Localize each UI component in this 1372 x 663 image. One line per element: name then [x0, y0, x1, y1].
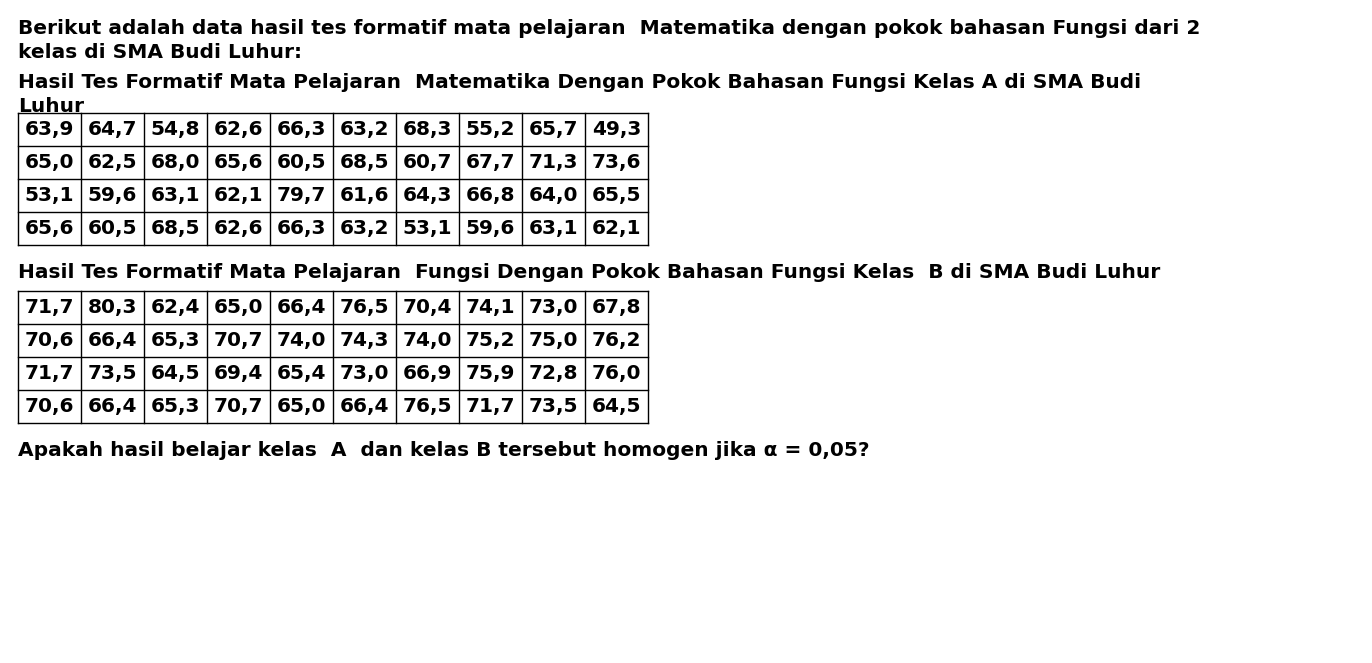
Text: 79,7: 79,7 — [277, 186, 327, 205]
Text: 71,7: 71,7 — [25, 364, 74, 383]
Text: Hasil Tes Formatif Mata Pelajaran  Fungsi Dengan Pokok Bahasan Fungsi Kelas  B d: Hasil Tes Formatif Mata Pelajaran Fungsi… — [18, 263, 1161, 282]
Text: 76,5: 76,5 — [403, 397, 453, 416]
Text: Luhur: Luhur — [18, 97, 84, 116]
Text: Hasil Tes Formatif Mata Pelajaran  Matematika Dengan Pokok Bahasan Fungsi Kelas : Hasil Tes Formatif Mata Pelajaran Matema… — [18, 73, 1142, 92]
Text: 71,7: 71,7 — [25, 298, 74, 317]
Text: 62,1: 62,1 — [214, 186, 263, 205]
Text: 53,1: 53,1 — [403, 219, 453, 238]
Text: 73,6: 73,6 — [591, 153, 641, 172]
Text: 64,5: 64,5 — [151, 364, 200, 383]
Text: 75,2: 75,2 — [465, 331, 516, 350]
Text: 74,1: 74,1 — [465, 298, 516, 317]
Text: 61,6: 61,6 — [340, 186, 390, 205]
Text: 64,5: 64,5 — [591, 397, 641, 416]
Text: 65,4: 65,4 — [277, 364, 327, 383]
Text: 54,8: 54,8 — [151, 120, 200, 139]
Text: 66,8: 66,8 — [465, 186, 516, 205]
Text: 73,0: 73,0 — [340, 364, 390, 383]
Text: 68,0: 68,0 — [151, 153, 200, 172]
Text: 55,2: 55,2 — [465, 120, 516, 139]
Text: 59,6: 59,6 — [466, 219, 516, 238]
Text: 76,0: 76,0 — [591, 364, 641, 383]
Text: 64,7: 64,7 — [88, 120, 137, 139]
Text: 65,7: 65,7 — [528, 120, 578, 139]
Text: 74,3: 74,3 — [340, 331, 390, 350]
Text: 66,4: 66,4 — [88, 397, 137, 416]
Text: 60,5: 60,5 — [88, 219, 137, 238]
Text: 66,4: 66,4 — [277, 298, 327, 317]
Text: 65,6: 65,6 — [25, 219, 74, 238]
Text: 68,5: 68,5 — [340, 153, 390, 172]
Text: 69,4: 69,4 — [214, 364, 263, 383]
Text: 73,5: 73,5 — [528, 397, 578, 416]
Text: 60,7: 60,7 — [403, 153, 453, 172]
Text: 64,3: 64,3 — [403, 186, 453, 205]
Text: 68,3: 68,3 — [403, 120, 453, 139]
Text: 75,0: 75,0 — [528, 331, 578, 350]
Text: 65,0: 65,0 — [25, 153, 74, 172]
Text: 66,4: 66,4 — [88, 331, 137, 350]
Text: 80,3: 80,3 — [88, 298, 137, 317]
Text: 65,0: 65,0 — [277, 397, 327, 416]
Text: 63,2: 63,2 — [340, 219, 390, 238]
Text: 67,8: 67,8 — [591, 298, 641, 317]
Text: 62,6: 62,6 — [214, 219, 263, 238]
Text: 76,2: 76,2 — [591, 331, 641, 350]
Text: 70,4: 70,4 — [403, 298, 453, 317]
Text: 70,7: 70,7 — [214, 397, 263, 416]
Text: 63,1: 63,1 — [528, 219, 578, 238]
Text: 64,0: 64,0 — [528, 186, 578, 205]
Text: 65,0: 65,0 — [214, 298, 263, 317]
Text: 70,6: 70,6 — [25, 331, 74, 350]
Text: 70,6: 70,6 — [25, 397, 74, 416]
Text: 59,6: 59,6 — [88, 186, 137, 205]
Text: 66,3: 66,3 — [277, 219, 327, 238]
Text: 63,1: 63,1 — [151, 186, 200, 205]
Text: 62,1: 62,1 — [591, 219, 641, 238]
Text: 62,6: 62,6 — [214, 120, 263, 139]
Text: 75,9: 75,9 — [466, 364, 516, 383]
Text: 67,7: 67,7 — [465, 153, 516, 172]
Text: 73,0: 73,0 — [528, 298, 578, 317]
Text: 53,1: 53,1 — [25, 186, 74, 205]
Text: 74,0: 74,0 — [277, 331, 327, 350]
Text: 74,0: 74,0 — [403, 331, 453, 350]
Text: 65,3: 65,3 — [151, 331, 200, 350]
Text: 49,3: 49,3 — [591, 120, 641, 139]
Text: 66,4: 66,4 — [340, 397, 390, 416]
Text: 71,3: 71,3 — [528, 153, 578, 172]
Text: 72,8: 72,8 — [528, 364, 578, 383]
Text: 73,5: 73,5 — [88, 364, 137, 383]
Text: 66,9: 66,9 — [403, 364, 453, 383]
Text: 63,9: 63,9 — [25, 120, 74, 139]
Text: 76,5: 76,5 — [340, 298, 390, 317]
Text: 66,3: 66,3 — [277, 120, 327, 139]
Text: 65,5: 65,5 — [591, 186, 641, 205]
Text: 71,7: 71,7 — [465, 397, 516, 416]
Text: 65,3: 65,3 — [151, 397, 200, 416]
Text: 70,7: 70,7 — [214, 331, 263, 350]
Text: Berikut adalah data hasil tes formatif mata pelajaran  Matematika dengan pokok b: Berikut adalah data hasil tes formatif m… — [18, 19, 1200, 38]
Text: kelas di SMA Budi Luhur:: kelas di SMA Budi Luhur: — [18, 43, 302, 62]
Text: 63,2: 63,2 — [340, 120, 390, 139]
Text: Apakah hasil belajar kelas  A  dan kelas B tersebut homogen jika α = 0,05?: Apakah hasil belajar kelas A dan kelas B… — [18, 441, 870, 460]
Text: 65,6: 65,6 — [214, 153, 263, 172]
Text: 60,5: 60,5 — [277, 153, 327, 172]
Text: 62,5: 62,5 — [88, 153, 137, 172]
Text: 62,4: 62,4 — [151, 298, 200, 317]
Text: 68,5: 68,5 — [151, 219, 200, 238]
